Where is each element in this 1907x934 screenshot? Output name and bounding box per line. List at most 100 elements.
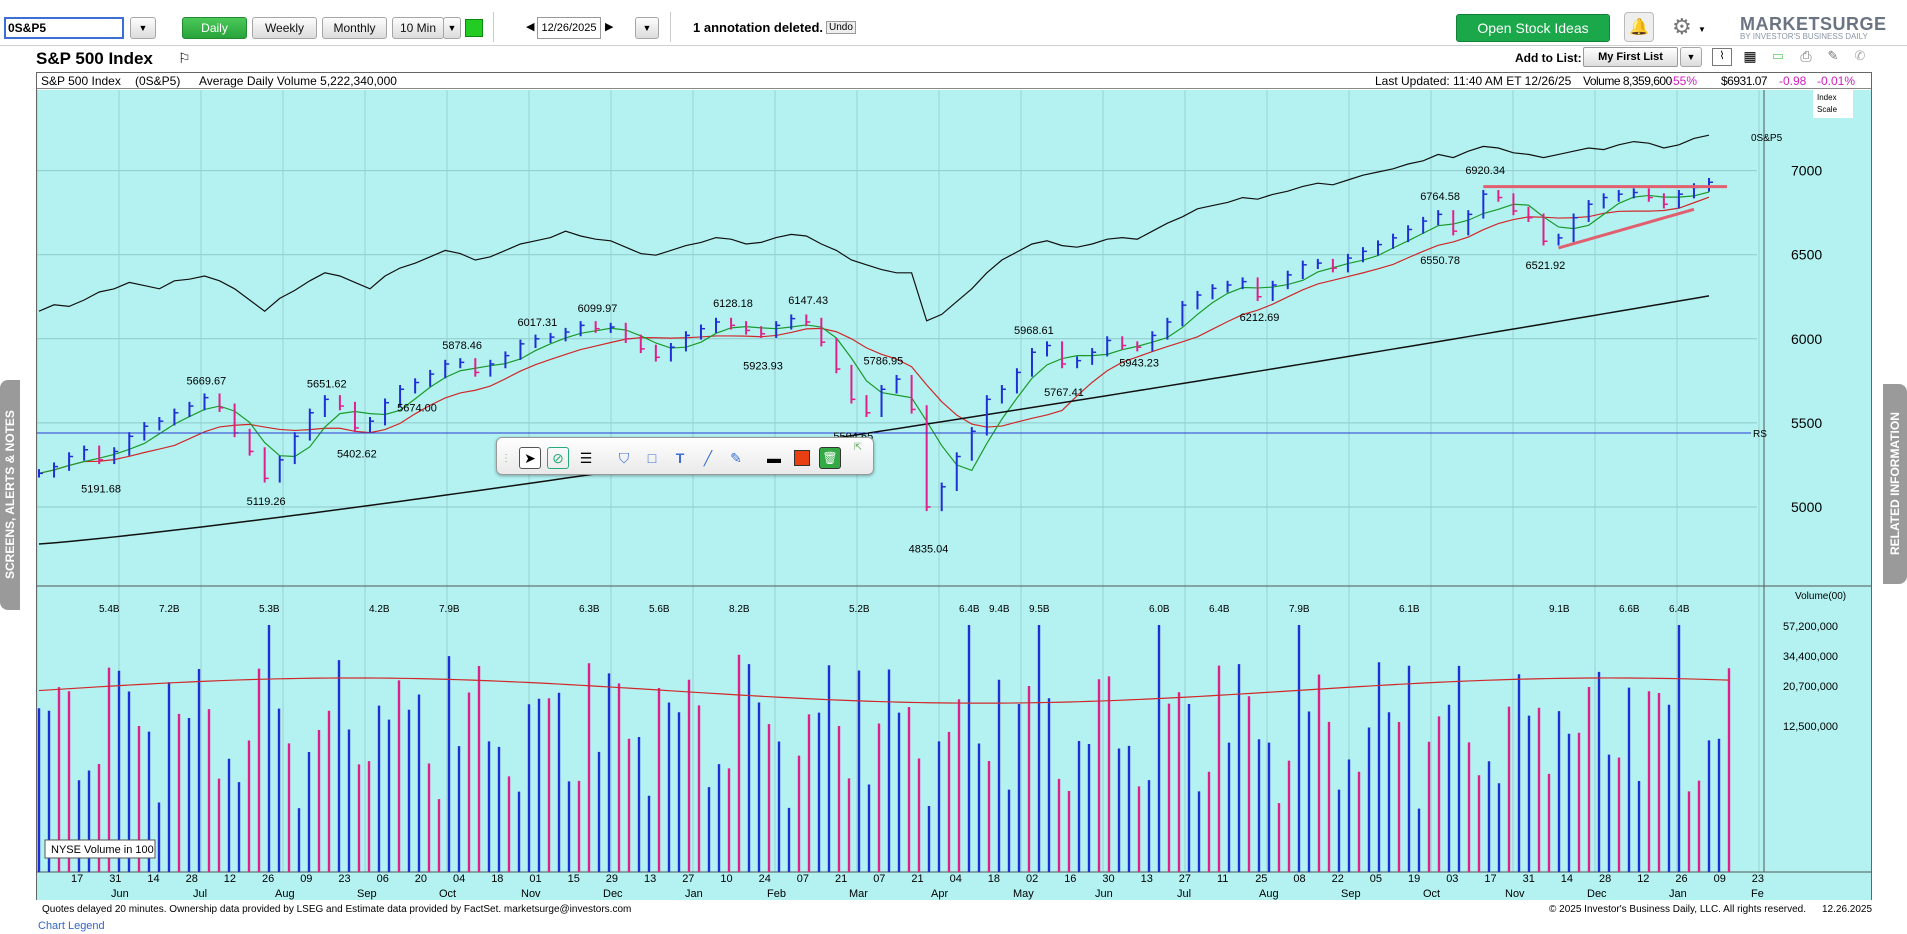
- screens-alerts-notes-tab[interactable]: SCREENS, ALERTS & NOTES: [0, 380, 20, 610]
- tools-icon[interactable]: ✎: [1827, 48, 1839, 63]
- price-label: 5968.61: [1014, 325, 1054, 337]
- month-label: Jun: [111, 888, 129, 900]
- price-label: 5943.23: [1119, 357, 1159, 369]
- flag-icon[interactable]: ⚐: [178, 50, 191, 66]
- price-label: 5674.00: [397, 403, 437, 415]
- month-label: Oct: [1423, 888, 1440, 900]
- list-icon[interactable]: ☰: [579, 449, 593, 466]
- symbol-input[interactable]: 0S&P5: [4, 17, 124, 39]
- volume-tick-label: 12,500,000: [1783, 721, 1838, 733]
- price-chart-svg[interactable]: 5000 5500 6000 6500 7000 0S&P5 Index Scale RS 519…: [36, 90, 1871, 900]
- price-label: 6212.69: [1240, 312, 1280, 324]
- price-label: 6550.78: [1420, 255, 1460, 267]
- list-dropdown-button[interactable]: ▼: [1680, 47, 1702, 67]
- x-tick-label: 26: [262, 873, 274, 885]
- period-monthly-button[interactable]: Monthly: [322, 17, 387, 39]
- line-weight-icon[interactable]: ▬: [767, 450, 781, 466]
- price-label: 6128.18: [713, 298, 753, 310]
- x-tick-label: 02: [1026, 873, 1038, 885]
- price-label: 5651.62: [307, 378, 347, 390]
- chevron-down-icon: ▼: [447, 23, 457, 33]
- undo-button[interactable]: Undo: [826, 21, 856, 34]
- x-tick-label: 15: [568, 873, 580, 885]
- list-select[interactable]: My First List: [1583, 47, 1678, 67]
- month-label: Sep: [357, 888, 377, 900]
- index-scale-box: [1813, 90, 1853, 118]
- rs-label: RS: [1753, 429, 1767, 440]
- chart-legend-link[interactable]: Chart Legend: [38, 920, 105, 932]
- month-label: Dec: [603, 888, 623, 900]
- period-weekly-button[interactable]: Weekly: [252, 17, 317, 39]
- info-volume-pct: -55%: [1669, 74, 1698, 88]
- price-label: 5923.93: [743, 361, 783, 373]
- chevron-down-icon[interactable]: ▼: [1698, 25, 1706, 34]
- volume-label: 9.1B: [1549, 604, 1570, 615]
- volume-label: 9.5B: [1029, 604, 1050, 615]
- month-label: Fe: [1751, 888, 1764, 900]
- period-daily-button[interactable]: Daily: [182, 17, 247, 39]
- month-label: Jan: [1669, 888, 1687, 900]
- divider: [493, 12, 494, 42]
- symbol-dropdown-button[interactable]: ▼: [130, 17, 156, 39]
- x-tick-label: 10: [720, 873, 732, 885]
- related-information-tab[interactable]: RELATED INFORMATION: [1883, 384, 1907, 584]
- month-label: Sep: [1341, 888, 1361, 900]
- phone-icon[interactable]: ✆: [1854, 48, 1866, 63]
- drag-handle-icon[interactable]: ⋮: [501, 452, 511, 464]
- layout-grid-icon[interactable]: ▦: [1743, 48, 1757, 64]
- hide-annotations-icon[interactable]: ⊘: [547, 447, 569, 469]
- screen-icon[interactable]: ▭: [1771, 48, 1785, 63]
- info-last-updated: Last Updated: 11:40 AM ET 12/26/25: [1375, 74, 1572, 88]
- x-tick-label: 09: [1714, 873, 1726, 885]
- chart-plot-area[interactable]: 5000 5500 6000 6500 7000 0S&P5 Index Scale RS 519…: [36, 90, 1871, 900]
- trash-icon[interactable]: 🗑: [819, 447, 841, 469]
- volume-label: 7.9B: [439, 604, 460, 615]
- open-stock-ideas-button[interactable]: Open Stock Ideas: [1456, 14, 1610, 42]
- live-indicator[interactable]: [465, 19, 483, 37]
- month-label: Jun: [1095, 888, 1113, 900]
- date-dropdown-button[interactable]: ▼: [635, 17, 659, 39]
- x-tick-label: 01: [529, 873, 541, 885]
- print-icon[interactable]: ⎙: [1800, 48, 1812, 64]
- volume-label: 6.4B: [959, 604, 980, 615]
- footer-date: 12.26.2025: [1822, 904, 1873, 915]
- volume-label: 5.4B: [99, 604, 120, 615]
- date-input[interactable]: 12/26/2025: [537, 17, 601, 39]
- interval-dropdown-button[interactable]: ▼: [443, 17, 461, 39]
- collapse-icon[interactable]: ⇱: [853, 441, 863, 453]
- volume-tick-label: 20,700,000: [1783, 681, 1838, 693]
- alert-bell-icon[interactable]: 🔔: [1624, 12, 1654, 42]
- next-date-icon[interactable]: ▶: [605, 21, 614, 33]
- x-tick-label: 29: [606, 873, 618, 885]
- chevron-down-icon: ▼: [1686, 52, 1696, 62]
- x-tick-label: 22: [1332, 873, 1344, 885]
- x-tick-label: 07: [797, 873, 809, 885]
- x-tick-label: 28: [186, 873, 198, 885]
- text-tool-icon[interactable]: T: [675, 450, 685, 466]
- nyse-volume-box: [44, 839, 156, 859]
- x-tick-label: 26: [1675, 873, 1687, 885]
- rectangle-icon[interactable]: □: [647, 450, 657, 466]
- x-tick-label: 20: [415, 873, 427, 885]
- info-volume: Volume 8,359,600: [1583, 74, 1672, 88]
- pointer-icon[interactable]: ➤: [519, 447, 541, 469]
- volume-label: 8.2B: [729, 604, 750, 615]
- prev-date-icon[interactable]: ◀: [526, 21, 535, 33]
- chart-type-icon[interactable]: ⌇: [1712, 48, 1732, 66]
- logo-subtitle: BY INVESTOR'S BUSINESS DAILY: [1740, 32, 1868, 41]
- volume-label: 4.2B: [369, 604, 390, 615]
- line-tool-icon[interactable]: ╱: [703, 449, 713, 466]
- price-label: 5786.95: [864, 356, 904, 368]
- volume-axis-title: Volume(00): [1795, 591, 1846, 602]
- price-label: 5191.68: [81, 484, 121, 496]
- gear-icon[interactable]: ⚙: [1672, 14, 1692, 39]
- interval-select[interactable]: 10 Min: [392, 17, 444, 39]
- color-swatch-icon[interactable]: [791, 447, 813, 469]
- x-tick-label: 07: [873, 873, 885, 885]
- price-label: 6017.31: [517, 317, 557, 329]
- info-change: -0.98: [1779, 74, 1807, 88]
- x-tick-label: 31: [1523, 873, 1535, 885]
- paint-bucket-icon[interactable]: ⛉: [618, 449, 630, 466]
- pen-icon[interactable]: ✎: [730, 449, 742, 466]
- chart-header: S&P 500 Index ⚐ Add to List: My First Li…: [0, 46, 1907, 72]
